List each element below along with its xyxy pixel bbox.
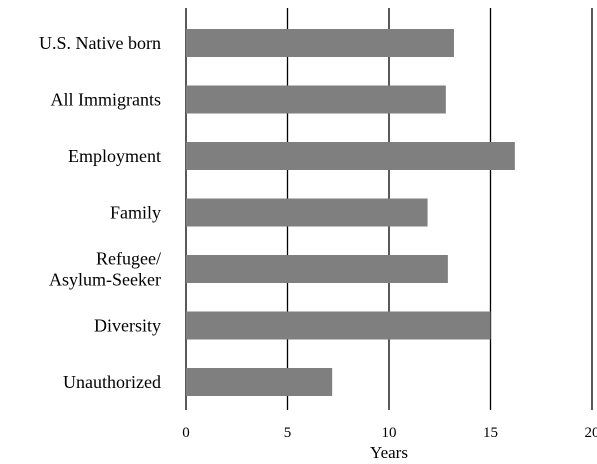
category-label: Unauthorized <box>63 372 161 392</box>
category-label: Family <box>110 203 161 223</box>
bar <box>186 198 428 227</box>
x-tick-labels: 0 5 10 15 20 <box>182 425 597 441</box>
bar <box>186 142 515 170</box>
bars <box>186 29 515 396</box>
category-label: Employment <box>68 146 161 166</box>
category-labels: U.S. Native born All Immigrants Employment… <box>39 33 161 392</box>
bar <box>186 368 333 396</box>
category-label: U.S. Native born <box>39 33 161 53</box>
x-axis-title: Years <box>370 443 408 462</box>
bar <box>186 29 454 57</box>
category-label: Refugee/Asylum-Seeker <box>49 249 161 290</box>
bar <box>186 311 491 340</box>
bar <box>186 255 448 283</box>
x-tick-label: 0 <box>182 425 190 441</box>
category-label: All Immigrants <box>51 90 162 110</box>
category-label: Diversity <box>94 316 161 336</box>
bar <box>186 85 446 114</box>
x-tick-label: 10 <box>382 425 397 441</box>
x-tick-label: 20 <box>585 425 597 441</box>
x-tick-label: 5 <box>284 425 292 441</box>
x-tick-label: 15 <box>483 425 498 441</box>
